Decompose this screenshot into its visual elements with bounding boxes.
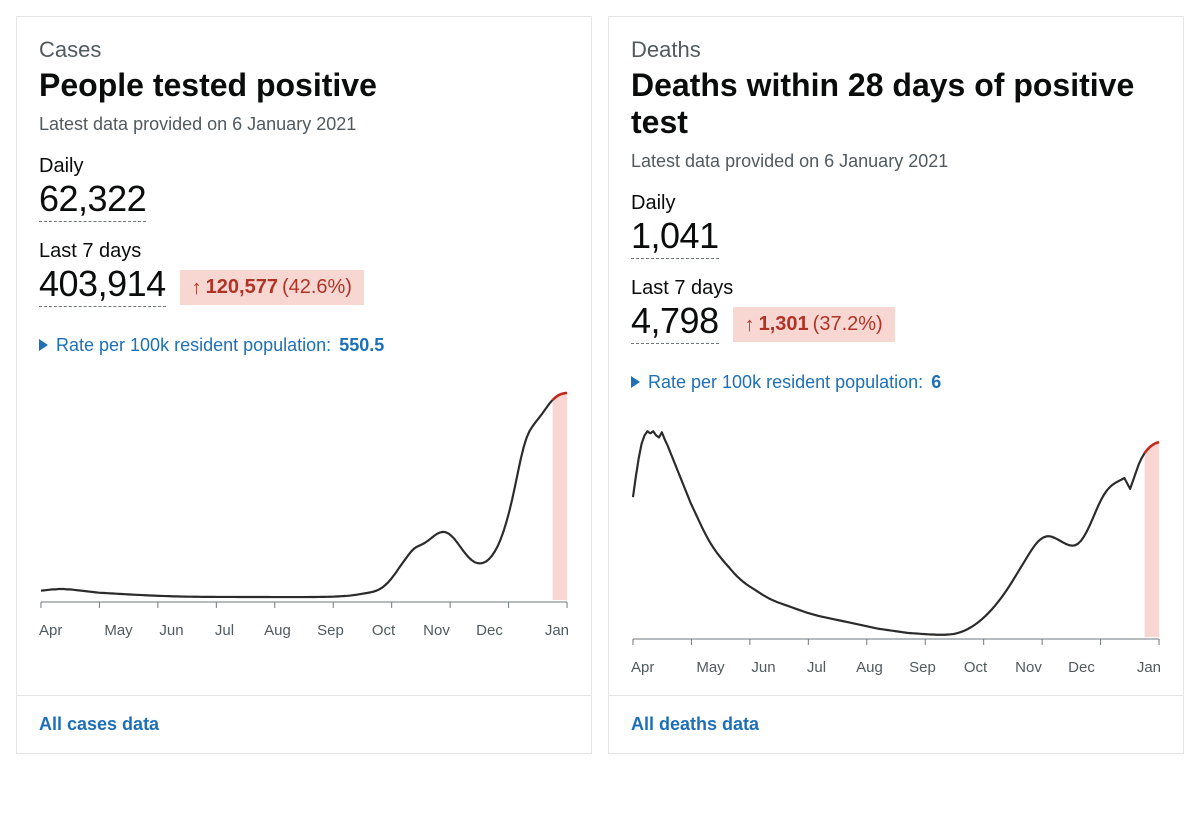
x-tick-label: Jan <box>516 622 569 639</box>
rate-value: 6 <box>931 372 941 393</box>
x-tick-label: Jun <box>737 659 790 676</box>
x-tick-label: May <box>684 659 737 676</box>
x-tick-label: Nov <box>1002 659 1055 676</box>
x-tick-label: Aug <box>251 622 304 639</box>
x-tick-label: Apr <box>631 659 684 676</box>
rate-label: Rate per 100k resident population: <box>648 372 923 393</box>
card-title: People tested positive <box>39 67 569 104</box>
stat-card: Cases People tested positive Latest data p… <box>16 16 592 754</box>
caret-right-icon <box>39 339 48 351</box>
x-tick-label: Sep <box>304 622 357 639</box>
x-tick-label: Jul <box>198 622 251 639</box>
stat-card: Deaths Deaths within 28 days of positive … <box>608 16 1184 754</box>
metric-label: Daily <box>631 192 1161 215</box>
metric-label: Daily <box>39 155 569 178</box>
metric-value: 1,041 <box>631 215 719 259</box>
delta-pct: (37.2%) <box>813 313 883 336</box>
x-tick-label: Oct <box>949 659 1002 676</box>
x-tick-label: Apr <box>39 622 92 639</box>
rate-label: Rate per 100k resident population: <box>56 335 331 356</box>
x-tick-label: Oct <box>357 622 410 639</box>
card-subtitle: Latest data provided on 6 January 2021 <box>39 114 569 135</box>
all-data-link[interactable]: All deaths data <box>631 714 759 734</box>
rate-disclosure[interactable]: Rate per 100k resident population: 550.5 <box>39 335 569 356</box>
x-axis-labels: AprMayJunJulAugSepOctNovDecJan <box>39 618 569 653</box>
delta-pct: (42.6%) <box>282 276 352 299</box>
all-data-link[interactable]: All cases data <box>39 714 159 734</box>
x-tick-label: Aug <box>843 659 896 676</box>
delta-amount: 120,577 <box>206 276 278 299</box>
card-overline: Cases <box>39 37 569 63</box>
caret-right-icon <box>631 376 640 388</box>
x-tick-label: Dec <box>1055 659 1108 676</box>
x-tick-label: Jun <box>145 622 198 639</box>
x-tick-label: Jul <box>790 659 843 676</box>
x-tick-label: May <box>92 622 145 639</box>
card-title: Deaths within 28 days of positive test <box>631 67 1161 141</box>
metric-label: Last 7 days <box>631 277 1161 300</box>
x-tick-label: Jan <box>1108 659 1161 676</box>
metric-value: 403,914 <box>39 263 166 307</box>
sparkline-chart <box>631 415 1161 655</box>
delta-amount: 1,301 <box>759 313 809 336</box>
arrow-up-icon: ↑ <box>192 278 202 298</box>
card-overline: Deaths <box>631 37 1161 63</box>
x-axis-labels: AprMayJunJulAugSepOctNovDecJan <box>631 655 1161 690</box>
sparkline-chart <box>39 378 569 618</box>
x-tick-label: Nov <box>410 622 463 639</box>
metric-label: Last 7 days <box>39 240 569 263</box>
rate-value: 550.5 <box>339 335 384 356</box>
rate-disclosure[interactable]: Rate per 100k resident population: 6 <box>631 372 1161 393</box>
metric-value: 62,322 <box>39 178 146 222</box>
delta-badge: ↑1,301 (37.2%) <box>733 307 895 342</box>
card-subtitle: Latest data provided on 6 January 2021 <box>631 151 1161 172</box>
x-tick-label: Dec <box>463 622 516 639</box>
delta-badge: ↑120,577 (42.6%) <box>180 270 364 305</box>
metric-value: 4,798 <box>631 300 719 344</box>
arrow-up-icon: ↑ <box>745 315 755 335</box>
x-tick-label: Sep <box>896 659 949 676</box>
